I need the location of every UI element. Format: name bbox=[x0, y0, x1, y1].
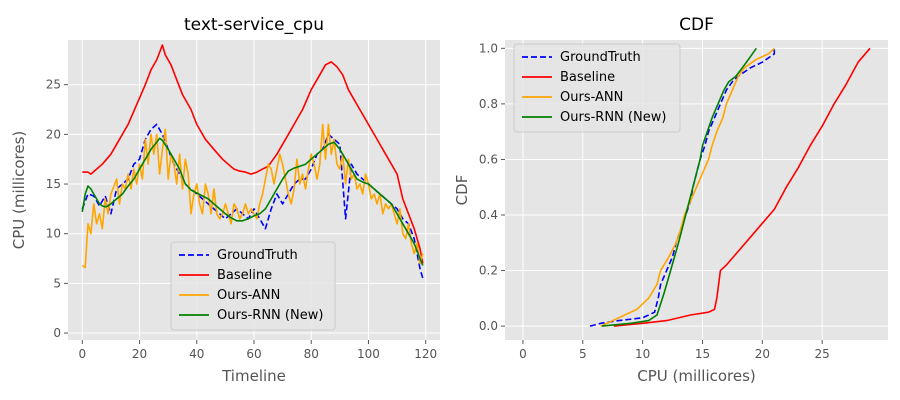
chart-title: text-service_cpu bbox=[184, 15, 324, 35]
y-tick-label: 10 bbox=[46, 227, 61, 241]
x-tick-label: 40 bbox=[189, 347, 204, 361]
x-tick-label: 15 bbox=[695, 347, 710, 361]
x-axis-label: Timeline bbox=[221, 367, 286, 385]
y-axis-label: CPU (millicores) bbox=[10, 131, 28, 250]
left-chart: 0 20 40 60 80 100 120 0 5 10 15 20 25 text-service_cp… bbox=[10, 15, 440, 385]
legend-box bbox=[170, 241, 336, 331]
x-tick-label: 0 bbox=[519, 347, 527, 361]
series-line-ours-ann bbox=[600, 47, 775, 327]
legend: GroundTruth Baseline Ours-ANN Ours-RNN (New… bbox=[513, 43, 681, 133]
x-axis-label: CPU (millicores) bbox=[637, 367, 756, 385]
series-line-baseline bbox=[82, 44, 424, 264]
x-tick-label: 25 bbox=[815, 347, 830, 361]
y-tick-label: 0.4 bbox=[479, 208, 498, 222]
x-tick-label: 80 bbox=[304, 347, 319, 361]
legend-label: Ours-RNN (New) bbox=[217, 308, 323, 323]
y-tick-label: 5 bbox=[53, 276, 61, 290]
legend: GroundTruth Baseline Ours-ANN Ours-RNN (New… bbox=[170, 241, 336, 331]
right-chart: 0 5 10 15 20 25 0.0 0.2 0.4 0.6 0.8 1.0 CDF CPU (mill… bbox=[453, 15, 888, 385]
x-tick-label: 10 bbox=[635, 347, 650, 361]
legend-box bbox=[513, 43, 681, 133]
y-tick-label: 0.0 bbox=[479, 319, 498, 333]
chart-title: CDF bbox=[679, 15, 714, 35]
y-axis-label: CDF bbox=[453, 175, 471, 206]
legend-label: Baseline bbox=[560, 70, 615, 85]
series-line-ours-rnn-new bbox=[601, 47, 757, 327]
y-tick-label: 1.0 bbox=[479, 41, 498, 55]
x-tick-label: 120 bbox=[414, 347, 437, 361]
y-tick-label: 0.6 bbox=[479, 152, 498, 166]
legend-label: Baseline bbox=[217, 268, 272, 283]
x-tick-label: 20 bbox=[132, 347, 147, 361]
legend-label: Ours-ANN bbox=[217, 288, 280, 303]
x-tick-label: 100 bbox=[357, 347, 380, 361]
y-tick-label: 20 bbox=[46, 127, 61, 141]
y-tick-label: 0 bbox=[53, 326, 61, 340]
series-line-ours-rnn-new bbox=[81, 137, 424, 266]
x-tick-label: 5 bbox=[579, 347, 587, 361]
x-tick-label: 60 bbox=[246, 347, 261, 361]
x-tick-label: 20 bbox=[755, 347, 770, 361]
series-line-groundtruth bbox=[589, 48, 776, 327]
y-tick-label: 25 bbox=[46, 78, 61, 92]
y-tick-label: 0.8 bbox=[479, 97, 498, 111]
legend-label: Ours-RNN (New) bbox=[560, 110, 666, 125]
x-tick-label: 0 bbox=[78, 347, 86, 361]
y-tick-label: 15 bbox=[46, 177, 61, 191]
legend-label: GroundTruth bbox=[560, 50, 641, 65]
legend-label: GroundTruth bbox=[217, 248, 298, 263]
legend-label: Ours-ANN bbox=[560, 90, 623, 105]
series-line-baseline bbox=[613, 47, 871, 327]
y-tick-label: 0.2 bbox=[479, 264, 498, 278]
series-line-ours-ann bbox=[81, 123, 424, 269]
